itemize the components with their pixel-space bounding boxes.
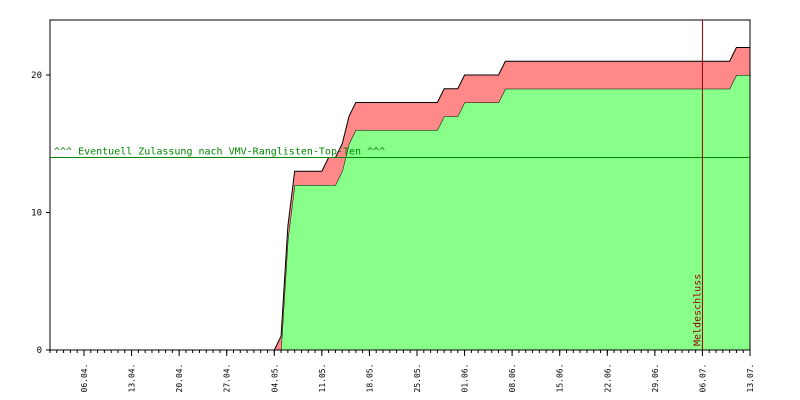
x-tick-label: 22.06. (603, 364, 612, 393)
x-tick-label: 13.04. (128, 364, 137, 393)
x-tick-label: 27.04. (223, 364, 232, 393)
x-tick-label: 20.04. (175, 364, 184, 393)
reference-label: ^^^ Eventuell Zulassung nach VMV-Ranglis… (54, 147, 385, 158)
x-tick-label: 01.06. (461, 364, 470, 393)
area (50, 75, 750, 350)
x-tick-label: 13.07. (746, 364, 755, 393)
x-tick-label: 15.06. (556, 364, 565, 393)
y-tick-label: 0 (37, 346, 42, 356)
x-tick-label: 06.04. (80, 364, 89, 393)
area-edge (50, 47, 750, 351)
x-tick-label: 29.06. (651, 364, 660, 393)
x-tick-label: 25.05. (413, 364, 422, 393)
area (50, 47, 750, 350)
x-tick-label: 06.07. (698, 364, 707, 393)
x-tick-label: 18.05. (365, 364, 374, 393)
x-tick-label: 11.05. (318, 364, 327, 393)
y-tick-label: 20 (31, 71, 42, 81)
deadline-label: Meldeschluss (692, 274, 703, 346)
plot-frame (49, 19, 751, 351)
x-tick-label: 04.05. (270, 364, 279, 393)
y-tick-label: 10 (31, 209, 42, 219)
x-tick-label: 08.06. (508, 364, 517, 393)
